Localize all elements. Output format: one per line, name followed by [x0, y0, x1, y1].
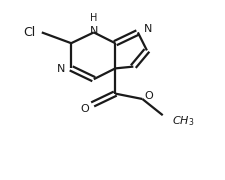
Text: O: O — [144, 91, 153, 101]
Text: N: N — [56, 64, 65, 74]
Text: H: H — [90, 12, 97, 22]
Text: O: O — [80, 104, 89, 114]
Text: $CH_3$: $CH_3$ — [171, 114, 193, 127]
Text: N: N — [143, 24, 152, 34]
Text: N: N — [89, 26, 98, 36]
Text: Cl: Cl — [23, 26, 35, 39]
